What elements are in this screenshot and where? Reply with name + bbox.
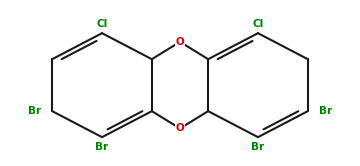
Text: Br: Br [28,106,41,116]
Text: Cl: Cl [96,19,108,29]
Text: Br: Br [319,106,332,116]
Text: Cl: Cl [252,19,264,29]
Text: O: O [176,37,184,47]
Text: O: O [176,124,184,133]
Text: Br: Br [251,142,265,152]
Text: Br: Br [95,142,109,152]
